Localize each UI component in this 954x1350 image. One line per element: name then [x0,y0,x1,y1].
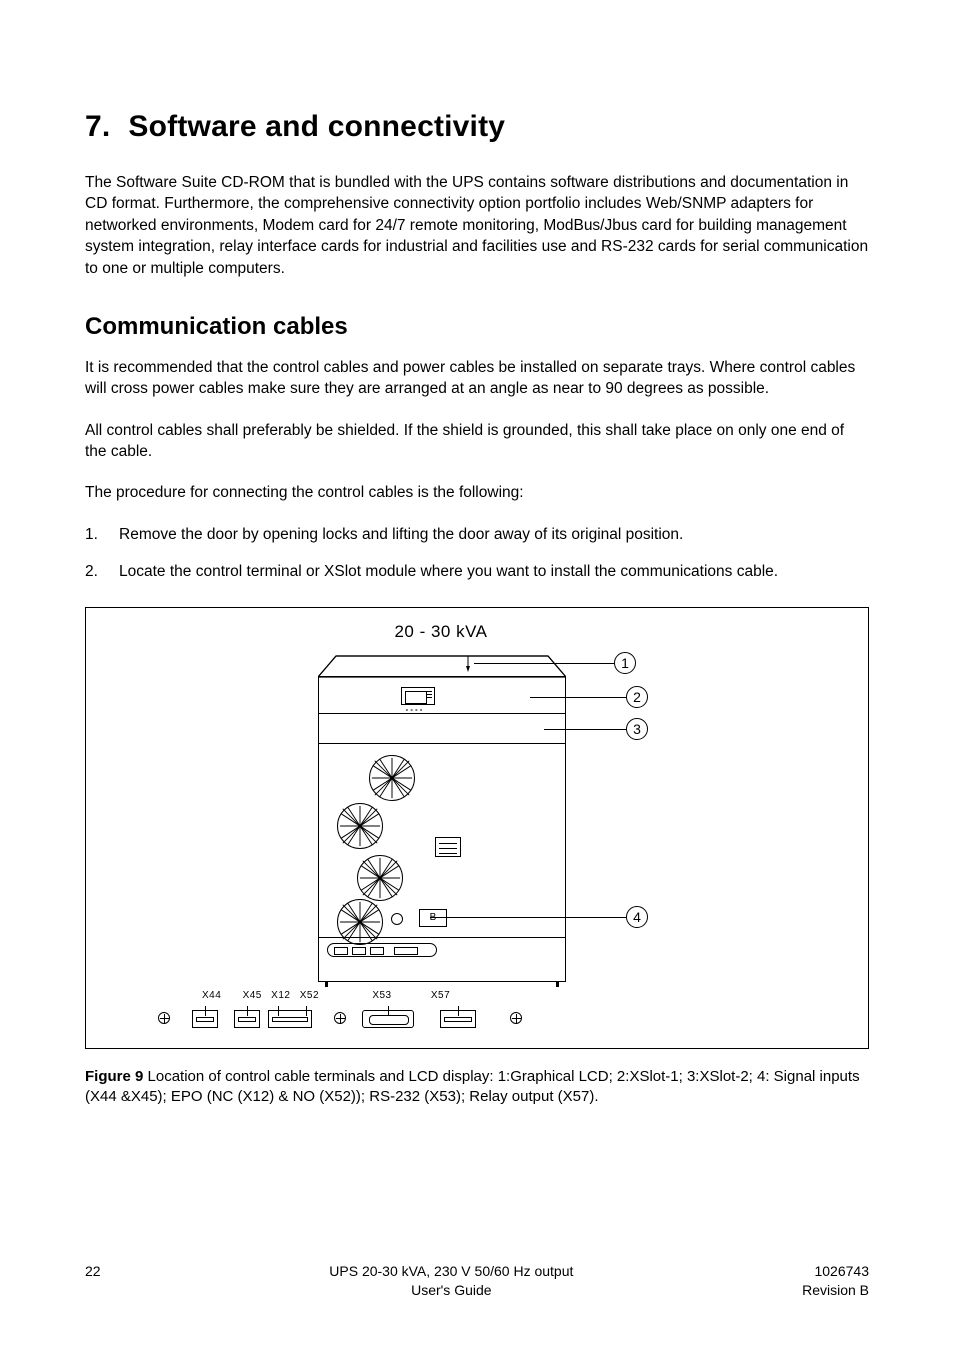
screw-icon-right [510,1012,522,1024]
ups-cabinet: ∘∘∘∘ B [318,654,566,984]
intro-paragraph: The Software Suite CD-ROM that is bundle… [85,172,869,279]
section-heading: Communication cables [85,313,869,341]
step-1: 1. Remove the door by opening locks and … [85,524,869,545]
bottom-strip [327,943,437,957]
footer-page-number: 22 [85,1262,101,1300]
figure-title: 20 - 30 kVA [316,622,566,642]
fan-icon-4 [337,899,383,945]
step-2-number: 2. [85,561,119,582]
screw-icon-mid [334,1012,346,1024]
cabinet-front: ∘∘∘∘ B [318,676,566,982]
indicator-circle [391,913,403,925]
step-2: 2. Locate the control terminal or XSlot … [85,561,869,582]
fan-icon-1 [369,755,415,801]
paragraph-1: It is recommended that the control cable… [85,357,869,400]
step-2-text: Locate the control terminal or XSlot mod… [119,561,869,582]
callout-2: 2 [626,686,648,708]
procedure-list: 1. Remove the door by opening locks and … [85,524,869,583]
connector-labels: X44 X45 X12 X52 X53 X57 [202,990,450,1001]
lcd-display-icon [401,687,435,705]
footer-right-line1: 1026743 [802,1262,869,1281]
screw-icon-left [158,1012,170,1024]
step-1-number: 1. [85,524,119,545]
label-x12: X12 [271,990,290,1001]
label-x53: X53 [372,990,391,1001]
step-1-text: Remove the door by opening locks and lif… [119,524,869,545]
connector-panel: X44 X45 X12 X52 X53 X57 [158,990,558,1034]
lcd-dots: ∘∘∘∘ [405,707,424,714]
figure-9: 20 - 30 kVA 1 2 3 4 ∘∘∘∘ [85,607,869,1049]
fan-icon-3 [357,855,403,901]
cabinet-lid [318,654,566,678]
callout-4: 4 [626,906,648,928]
cabinet-foot-left [325,981,328,987]
panel-separator-2 [319,743,565,744]
cabinet-foot-right [556,981,559,987]
figure-illustration: 20 - 30 kVA 1 2 3 4 ∘∘∘∘ [296,622,666,642]
caption-text: Location of control cable terminals and … [85,1068,860,1105]
fan-icon-2 [337,803,383,849]
connector-row [158,1004,558,1032]
footer-center: UPS 20-30 kVA, 230 V 50/60 Hz output Use… [329,1262,573,1300]
figure-caption: Figure 9 Location of control cable termi… [85,1067,869,1108]
footer-right: 1026743 Revision B [802,1262,869,1300]
chapter-number: 7. [85,110,110,144]
vent-icon [435,837,461,857]
footer-center-line1: UPS 20-30 kVA, 230 V 50/60 Hz output [329,1262,573,1281]
footer-center-line2: User's Guide [329,1281,573,1300]
chapter-title: 7. Software and connectivity [85,110,869,144]
footer-right-line2: Revision B [802,1281,869,1300]
page-footer: 22 UPS 20-30 kVA, 230 V 50/60 Hz output … [85,1262,869,1300]
b-label-box: B [419,909,447,927]
callout-3: 3 [626,718,648,740]
panel-separator-1 [319,713,565,714]
label-x52: X52 [300,990,319,1001]
paragraph-2: All control cables shall preferably be s… [85,420,869,463]
chapter-title-text: Software and connectivity [128,110,505,143]
label-x45: X45 [243,990,262,1001]
paragraph-3: The procedure for connecting the control… [85,482,869,503]
label-x44: X44 [202,990,221,1001]
label-x57: X57 [431,990,450,1001]
callout-1: 1 [614,652,636,674]
caption-label: Figure 9 [85,1068,143,1085]
